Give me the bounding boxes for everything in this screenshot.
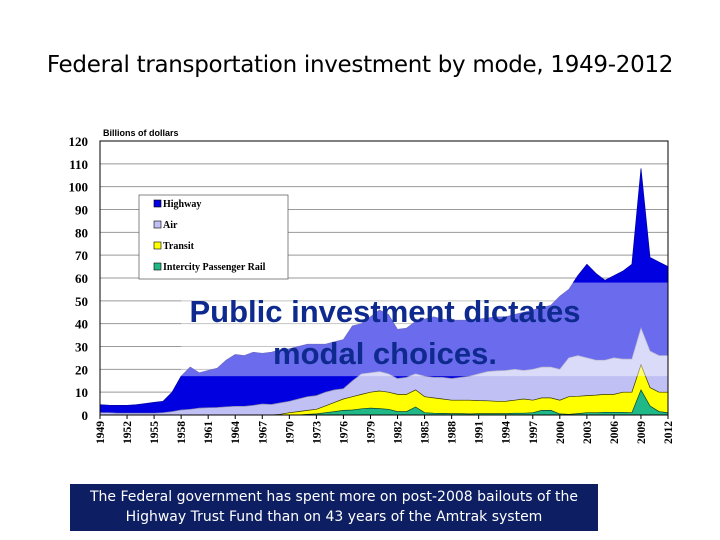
- overlay-text-line-1: Public investment dictates: [189, 294, 580, 329]
- legend-swatch: [153, 262, 162, 271]
- plot-frame: [99, 140, 669, 416]
- legend-swatch: [153, 241, 162, 250]
- x-tick-label: 2012: [663, 421, 675, 444]
- y-tick-label: 120: [69, 134, 89, 149]
- y-axis-label: Billions of dollars: [103, 128, 179, 138]
- legend-label: Transit: [163, 241, 195, 252]
- x-tick-label: 1982: [393, 421, 405, 444]
- area-air: [99, 327, 669, 416]
- x-tick-label: 1955: [149, 421, 161, 444]
- y-tick-label: 30: [75, 340, 88, 355]
- x-tick-label: 1976: [338, 421, 350, 444]
- x-tick-label: 2000: [555, 421, 567, 444]
- x-tick-label: 1979: [365, 421, 377, 444]
- x-tick-label: 1988: [447, 421, 459, 444]
- y-tick-label: 50: [75, 294, 88, 309]
- y-tick-label: 90: [75, 203, 88, 218]
- legend-swatch: [153, 220, 162, 229]
- y-tick-label: 20: [75, 362, 88, 377]
- y-tick-label: 60: [75, 271, 88, 286]
- x-tick-label: 1964: [230, 421, 242, 444]
- y-tick-label: 40: [75, 317, 88, 332]
- y-tick-label: 10: [75, 385, 88, 400]
- x-tick-label: 2003: [582, 421, 594, 444]
- x-tick-label: 1958: [176, 421, 188, 444]
- y-tick-label: 110: [69, 157, 88, 172]
- y-tick-label: 0: [82, 408, 89, 423]
- overlay-box: [181, 282, 668, 377]
- legend-label: Intercity Passenger Rail: [163, 262, 266, 273]
- x-tick-label: 1961: [203, 421, 215, 444]
- x-tick-label: 1967: [257, 421, 269, 444]
- x-tick-label: 2009: [636, 421, 648, 444]
- x-tick-label: 1952: [122, 421, 134, 444]
- callout-line-2: Highway Trust Fund than on 43 years of t…: [125, 509, 543, 525]
- stacked-area-chart: Billions of dollars 0 10 20 30 40 50 60 70 80 90 1…: [69, 128, 676, 444]
- x-tick-label: 1985: [420, 421, 432, 444]
- overlay-text-line-2: modal choices.: [273, 336, 497, 371]
- callout-box: The Federal government has spent more on…: [70, 484, 598, 531]
- x-tick-label: 2006: [609, 421, 621, 444]
- x-tick-label: 1997: [528, 421, 540, 444]
- legend-label: Air: [163, 220, 178, 231]
- legend: Highway Air Transit Intercity Passenger Rai…: [138, 194, 289, 280]
- callout-line-1: The Federal government has spent more on…: [90, 489, 578, 505]
- y-tick-label: 70: [75, 248, 88, 263]
- y-tick-label: 100: [69, 180, 89, 195]
- x-tick-label: 1991: [474, 421, 486, 444]
- area-highway: [99, 168, 669, 416]
- x-tick-label: 1949: [95, 421, 107, 444]
- y-tick-label: 80: [75, 225, 88, 240]
- legend-swatch: [153, 199, 162, 208]
- slide-title: Federal transportation investment by mod…: [46, 52, 674, 78]
- x-tick-label: 1994: [501, 421, 513, 444]
- x-tick-label: 1973: [311, 421, 323, 444]
- x-tick-label: 1970: [284, 421, 296, 444]
- legend-label: Highway: [163, 199, 201, 210]
